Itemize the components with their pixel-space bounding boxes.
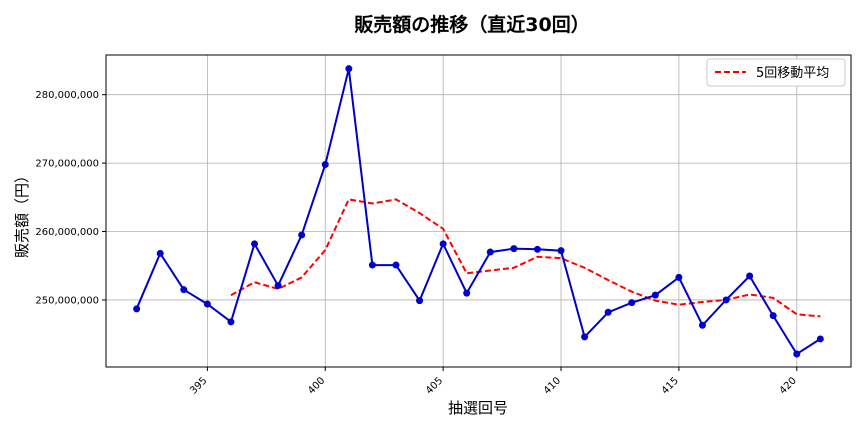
sales-point — [533, 245, 541, 253]
sales-point — [321, 160, 329, 168]
y-axis-ticks: 250,000,000 260,000,000 270,000,000 280,000… — [35, 90, 106, 306]
sales-point — [274, 282, 282, 290]
sales-point — [345, 65, 353, 73]
sales-point — [793, 350, 801, 358]
legend-box — [706, 58, 846, 87]
plot-area-frame — [105, 54, 852, 368]
sales-point — [604, 308, 612, 316]
y-tick-label: 280,000,000 — [35, 90, 99, 101]
chart-title: 販売額の推移（直近30回） — [354, 13, 589, 36]
x-tick-label: 400 — [306, 375, 327, 396]
sales-point — [698, 321, 706, 329]
y-tick-label: 270,000,000 — [35, 159, 99, 170]
sales-point — [557, 247, 565, 255]
grid — [106, 55, 851, 367]
sales-point — [746, 272, 754, 280]
series-layer — [133, 65, 824, 358]
y-axis-label: 販売額（円） — [13, 168, 31, 258]
x-tick-label: 395 — [188, 375, 209, 396]
sales-point — [722, 296, 730, 304]
sales-point — [227, 318, 235, 326]
sales-point — [581, 333, 589, 341]
legend-label-moving-average: 5回移動平均 — [756, 66, 829, 81]
sales-point — [156, 249, 164, 257]
x-tick-label: 420 — [778, 375, 799, 396]
sales-point — [463, 289, 471, 297]
sales-point — [651, 291, 659, 299]
sales-point — [133, 305, 141, 313]
sales-point — [416, 297, 424, 305]
sales-point — [203, 300, 211, 308]
sales-point — [628, 299, 636, 307]
sales-point — [510, 245, 518, 253]
x-axis-label: 抽選回号 — [448, 399, 508, 417]
y-tick-label: 250,000,000 — [35, 295, 99, 306]
sales-line — [135, 68, 821, 356]
sales-point — [816, 335, 824, 343]
sales-point — [368, 261, 376, 269]
sales-point — [392, 261, 400, 269]
sales-point — [251, 240, 259, 248]
x-tick-label: 415 — [660, 375, 681, 396]
sales-point — [769, 312, 777, 320]
sales-point — [180, 286, 188, 294]
x-axis-ticks: 395 400 405 410 415 420 — [188, 367, 799, 397]
sales-point — [439, 240, 447, 248]
moving-average-line — [230, 198, 821, 318]
legend: 5回移動平均 — [706, 58, 846, 87]
sales-point — [486, 248, 494, 256]
y-tick-label: 260,000,000 — [35, 227, 99, 238]
sales-point — [675, 273, 683, 281]
sales-point — [298, 231, 306, 239]
x-tick-label: 410 — [542, 375, 563, 396]
x-tick-label: 405 — [424, 375, 445, 396]
